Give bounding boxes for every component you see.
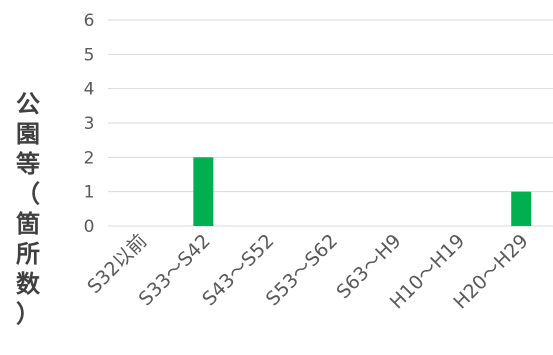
y-tick-label: 4 [84, 80, 95, 100]
y-tick-label: 1 [84, 183, 95, 203]
y-axis-title-char: 所 [16, 240, 40, 268]
y-axis-title: 公園等（箇所数） [16, 90, 41, 328]
y-axis-title-char: 等 [16, 150, 40, 178]
y-tick-label: 5 [84, 45, 95, 65]
x-axis-ticks: S32以前S33～S42S43～S52S53～S62S63～H9H10～H19H… [83, 230, 532, 313]
y-tick-label: 0 [84, 217, 95, 237]
y-axis-title-char: （ [16, 180, 40, 208]
y-axis-title-char: 箇 [16, 210, 40, 238]
y-axis-title-char: 園 [16, 120, 40, 148]
y-axis-title-char: 公 [16, 90, 40, 118]
bar [511, 191, 532, 226]
y-tick-label: 6 [84, 11, 95, 31]
bars [193, 157, 532, 226]
bar [193, 157, 214, 226]
gridlines [108, 19, 553, 227]
y-axis-ticks: 0 1 2 3 4 5 6 [84, 11, 95, 237]
y-tick-label: 2 [84, 148, 95, 168]
y-axis-title-char: 数 [16, 270, 41, 298]
y-axis-title-char: ） [16, 300, 40, 328]
y-tick-label: 3 [84, 114, 95, 134]
